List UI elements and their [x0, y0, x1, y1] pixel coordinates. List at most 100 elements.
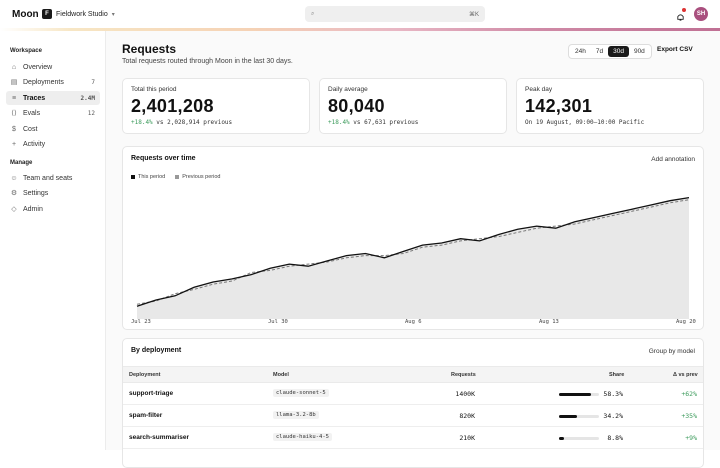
kpi-card-total: Total this period 2,401,208 +18.4% vs 2,… — [122, 78, 310, 134]
col-delta[interactable]: Δ vs prev — [673, 372, 698, 378]
x-tick: Jul 30 — [268, 319, 288, 325]
kpi-value: 80,040 — [328, 96, 385, 116]
deployment-name[interactable]: search-summariser — [129, 434, 189, 441]
kpi-delta: +18.4% vs 2,028,914 previous — [131, 119, 232, 126]
share-bar-fill — [559, 415, 577, 418]
model-tag: claude-haiku-4-5 — [273, 433, 332, 441]
sidebar-item-label: Settings — [23, 189, 49, 197]
kpi-delta-pct: +18.4% — [328, 119, 350, 126]
x-tick: Jul 23 — [131, 319, 151, 325]
sidebar-item-label: Evals — [23, 109, 41, 117]
main-content: Requests Total requests routed through M… — [106, 31, 720, 468]
requests-chart — [136, 196, 690, 319]
col-deployment[interactable]: Deployment — [129, 372, 161, 378]
share-bar-fill — [559, 393, 591, 396]
sidebar-item-activity[interactable]: + Activity — [6, 137, 100, 151]
sidebar-item-cost[interactable]: $ Cost — [6, 122, 100, 136]
sidebar-item-count: 7 — [91, 78, 95, 86]
legend-label: This period — [138, 174, 166, 180]
share-value: 34.2% — [603, 412, 623, 420]
range-7d[interactable]: 7d — [595, 48, 604, 55]
deployment-name[interactable]: spam-filter — [129, 412, 163, 419]
request-count: 1400K — [455, 390, 475, 398]
sidebar-section-manage: Manage — [10, 160, 33, 166]
sidebar-item-admin[interactable]: ◇ Admin — [6, 202, 100, 216]
search-shortcut: ⌘K — [468, 11, 479, 18]
delta-value: +9% — [685, 434, 697, 442]
requests-chart-card: Requests over time Add annotation This p… — [122, 146, 704, 330]
legend-swatch — [175, 175, 180, 179]
kpi-label: Total this period — [131, 86, 177, 93]
table-row[interactable]: support-triage claude-sonnet-5 1400K 58.… — [123, 383, 703, 405]
search-input[interactable]: ⌕ ⌘K — [305, 6, 485, 22]
share-bar — [559, 437, 599, 440]
sidebar-item-overview[interactable]: ⌂ Overview — [6, 60, 100, 74]
deployment-table-card: By deployment Group by model Deployment … — [122, 338, 704, 468]
deployment-name[interactable]: support-triage — [129, 390, 174, 397]
legend-swatch — [131, 175, 135, 179]
sidebar-item-label: Overview — [23, 63, 53, 71]
chevron-down-icon: ▾ — [111, 11, 115, 18]
sidebar-item-label: Deployments — [23, 78, 64, 86]
search-icon: ⌕ — [311, 10, 315, 17]
group-by-model-button[interactable]: Group by model — [648, 348, 695, 355]
request-count: 210K — [459, 434, 475, 442]
add-annotation-button[interactable]: Add annotation — [651, 156, 695, 163]
col-requests[interactable]: Requests — [451, 372, 476, 378]
sidebar-item-label: Activity — [23, 140, 46, 148]
share-value: 58.3% — [603, 390, 623, 398]
sidebar-item-label: Admin — [23, 205, 43, 213]
range-90d[interactable]: 90d — [633, 48, 645, 55]
chart-title: Requests over time — [131, 155, 196, 162]
delta-value: +35% — [681, 412, 697, 420]
plus-icon: + — [11, 140, 17, 148]
request-count: 820K — [459, 412, 475, 420]
kpi-card-peak: Peak day 142,301 On 19 August, 09:00–10:… — [516, 78, 704, 134]
sidebar-item-deployments[interactable]: ▤ Deployments 7 — [6, 75, 100, 89]
notification-bell-icon[interactable] — [676, 8, 686, 21]
kpi-delta-pct: +18.4% — [131, 119, 153, 126]
workspace-switcher[interactable]: F Fieldwork Studio ▾ — [42, 9, 115, 19]
dollar-icon: $ — [12, 125, 16, 133]
people-icon: ☺ — [10, 174, 18, 182]
range-24h[interactable]: 24h — [575, 48, 586, 55]
area-this-period — [137, 197, 689, 319]
share-bar — [559, 393, 599, 396]
layers-icon: ▤ — [10, 79, 18, 86]
share-bar — [559, 415, 599, 418]
sidebar: Workspace ⌂ Overview ▤ Deployments 7 ≡ Trace… — [0, 31, 106, 450]
shield-icon: ◇ — [11, 206, 17, 213]
series-line-this-period — [136, 196, 690, 307]
kpi-delta-rest: On 19 August, 09:00–10:00 Pacific — [525, 119, 645, 126]
range-30d[interactable]: 30d — [608, 46, 629, 57]
table-row[interactable]: search-summariser claude-haiku-4-5 210K … — [123, 427, 703, 449]
x-tick: Aug 20 — [676, 319, 696, 325]
col-model[interactable]: Model — [273, 372, 289, 378]
legend-previous-period: Previous period — [175, 174, 220, 180]
avatar[interactable]: SH — [694, 7, 708, 21]
kpi-delta-rest: vs 2,028,914 previous — [152, 119, 233, 126]
sidebar-item-evals[interactable]: ⟨⟩ Evals 12 — [6, 106, 100, 120]
range-selector: 24h 7d 30d 90d — [568, 44, 652, 59]
sidebar-item-label: Traces — [23, 94, 46, 102]
top-bar: Moon F Fieldwork Studio ▾ ⌕ ⌘K SH — [0, 0, 720, 28]
kpi-delta: +18.4% vs 67,631 previous — [328, 119, 418, 126]
col-share[interactable]: Share — [609, 372, 625, 378]
sidebar-item-traces[interactable]: ≡ Traces 2.4M — [6, 91, 100, 105]
kpi-delta: On 19 August, 09:00–10:00 Pacific — [525, 119, 644, 126]
legend-label: Previous period — [182, 174, 221, 180]
brand-gradient-bar — [0, 28, 720, 31]
sidebar-item-team[interactable]: ☺ Team and seats — [6, 171, 100, 185]
sidebar-item-label: Team and seats — [23, 174, 73, 182]
chart-legend: This period Previous period — [131, 174, 220, 180]
brand-logo[interactable]: Moon — [12, 9, 39, 20]
table-row[interactable]: spam-filter llama-3.2-8b 820K 34.2% +35% — [123, 405, 703, 427]
sidebar-item-label: Cost — [23, 125, 38, 133]
x-tick: Aug 13 — [539, 319, 559, 325]
model-tag: llama-3.2-8b — [273, 411, 319, 419]
sidebar-item-settings[interactable]: ⚙ Settings — [6, 186, 100, 200]
gear-icon: ⚙ — [10, 190, 18, 197]
export-csv-button[interactable]: Export CSV — [657, 46, 693, 53]
sidebar-item-count: 12 — [87, 109, 95, 117]
x-tick: Aug 6 — [405, 319, 422, 325]
